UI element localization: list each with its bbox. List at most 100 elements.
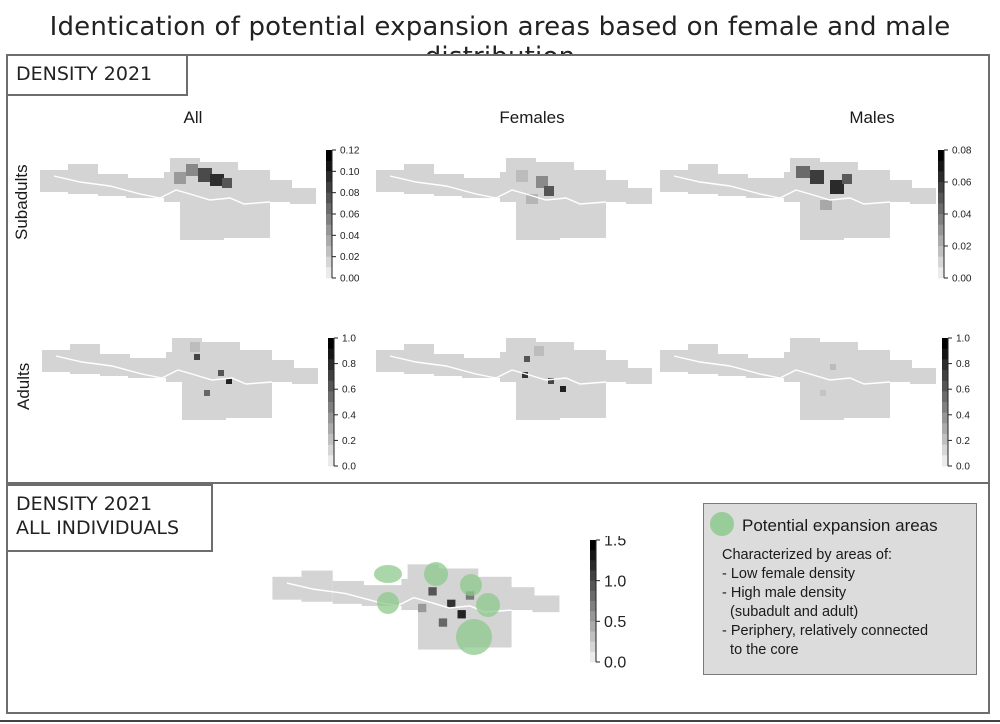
colorbar-step bbox=[942, 455, 948, 467]
colorbar-tick-label: 0.12 bbox=[340, 146, 360, 157]
colorbar-step bbox=[326, 203, 332, 215]
colorbar-step bbox=[328, 391, 334, 403]
colorbar-adults-all: 1.0 0.8 0.6 0.4 0.2 0.0 bbox=[328, 334, 356, 471]
colorbar-step bbox=[590, 641, 596, 653]
density-label-box: DENSITY 2021 bbox=[6, 54, 188, 96]
colorbar-step bbox=[938, 192, 944, 204]
density-cell bbox=[830, 180, 844, 194]
colorbar-step bbox=[328, 402, 334, 414]
legend-intro: Characterized by areas of: bbox=[722, 547, 893, 563]
legend-item: (subadult and adult) bbox=[722, 604, 859, 620]
colorbar-adults-males: 1.0 0.8 0.6 0.4 0.2 0.0 bbox=[942, 334, 970, 471]
colorbar-tick-label: 0.08 bbox=[340, 188, 360, 199]
colorbar-step bbox=[328, 412, 334, 424]
colorbar-step bbox=[328, 444, 334, 456]
colorbar-step bbox=[326, 182, 332, 194]
colorbar-step bbox=[590, 631, 596, 643]
colorbar-step bbox=[942, 434, 948, 446]
map-footprint bbox=[660, 338, 936, 420]
colorbar-step bbox=[942, 444, 948, 456]
map-adults-all bbox=[42, 338, 318, 420]
density-cell bbox=[190, 342, 200, 352]
map-adults-females bbox=[376, 338, 652, 420]
colorbar-step bbox=[942, 423, 948, 435]
colorbar-step bbox=[328, 348, 334, 360]
colorbar-tick-label: 0.06 bbox=[340, 210, 360, 221]
colorbar-tick-label: 1.5 bbox=[604, 536, 626, 550]
colorbar-step bbox=[326, 235, 332, 247]
all-individuals-label-line1: DENSITY 2021 bbox=[16, 493, 153, 515]
river-line bbox=[286, 582, 512, 613]
colorbar-tick-label: 0.4 bbox=[956, 410, 970, 421]
colorbar-tick-label: 0.02 bbox=[340, 252, 360, 263]
density-cell bbox=[204, 390, 210, 396]
density-cell bbox=[522, 372, 528, 378]
colorbar-step bbox=[590, 550, 596, 561]
colorbar-tick-label: 0.8 bbox=[956, 359, 970, 370]
density-cell bbox=[548, 378, 554, 384]
density-cell bbox=[198, 168, 212, 182]
density-cell bbox=[210, 174, 224, 186]
colorbar-step bbox=[590, 580, 596, 592]
legend-item: - Low female density bbox=[722, 566, 855, 582]
map-footprint bbox=[42, 338, 318, 420]
colorbar-tick-label: 0.4 bbox=[342, 410, 356, 421]
colorbar-tick-label: 0.04 bbox=[952, 210, 972, 221]
row-header-subadults: Subadults bbox=[12, 164, 31, 240]
colorbar-tick-label: 0.06 bbox=[952, 178, 972, 189]
density-cell bbox=[457, 610, 466, 619]
colorbar-tick-label: 0.04 bbox=[340, 231, 360, 242]
colorbar-step bbox=[942, 380, 948, 392]
colorbar-step bbox=[942, 412, 948, 424]
river-line bbox=[389, 175, 607, 205]
colorbar-tick-label: 0.6 bbox=[342, 385, 356, 396]
colorbar-step bbox=[942, 402, 948, 414]
colorbar-step bbox=[328, 370, 334, 382]
map-footprint bbox=[376, 158, 652, 240]
colorbar-step bbox=[942, 370, 948, 382]
colorbar-step bbox=[942, 391, 948, 403]
legend-item: - High male density bbox=[722, 585, 847, 601]
colorbar-step bbox=[326, 214, 332, 226]
river-line bbox=[673, 355, 891, 385]
colorbar-step bbox=[326, 224, 332, 236]
density-cell bbox=[842, 174, 852, 184]
colorbar-step bbox=[328, 455, 334, 467]
colorbar-step bbox=[938, 256, 944, 268]
colorbar-step bbox=[942, 348, 948, 360]
density-cell bbox=[194, 354, 200, 360]
colorbar-step bbox=[938, 160, 944, 172]
density-cell bbox=[526, 194, 538, 204]
river-line bbox=[673, 175, 891, 205]
density-cell bbox=[796, 166, 810, 178]
expansion-area-marker bbox=[460, 574, 482, 596]
colorbar-tick-label: 0.8 bbox=[342, 359, 356, 370]
colorbar-step bbox=[326, 192, 332, 204]
colorbar-step bbox=[590, 651, 596, 663]
colorbar-step bbox=[938, 246, 944, 258]
colorbar-step bbox=[590, 570, 596, 582]
row-header-adults: Adults bbox=[14, 362, 33, 410]
density-cell bbox=[438, 618, 448, 627]
density-cell bbox=[447, 599, 456, 608]
colorbar-step bbox=[590, 590, 596, 602]
map-adults-males bbox=[660, 338, 936, 420]
expansion-area-marker bbox=[374, 565, 402, 583]
map-subadults-all bbox=[40, 158, 316, 240]
colorbar-tick-label: 0.0 bbox=[342, 462, 356, 471]
colorbar-step bbox=[938, 182, 944, 194]
expansion-area-marker bbox=[424, 562, 448, 586]
colorbar-tick-label: 0.2 bbox=[956, 436, 970, 447]
colorbar-step bbox=[328, 380, 334, 392]
colorbar-tick-label: 1.0 bbox=[342, 334, 356, 345]
density-cell bbox=[536, 176, 548, 188]
density-label: DENSITY 2021 bbox=[16, 63, 153, 85]
colorbar-subadults-males: 0.08 0.06 0.04 0.02 0.00 bbox=[938, 146, 972, 282]
density-cell bbox=[218, 370, 224, 376]
colorbar-step bbox=[590, 560, 596, 571]
river-line bbox=[53, 175, 271, 205]
bottom-rule bbox=[0, 720, 1000, 722]
colorbar-tick-label: 0.0 bbox=[956, 462, 970, 471]
density-cell bbox=[222, 178, 232, 188]
colorbar-tick-label: 0.00 bbox=[340, 274, 360, 283]
